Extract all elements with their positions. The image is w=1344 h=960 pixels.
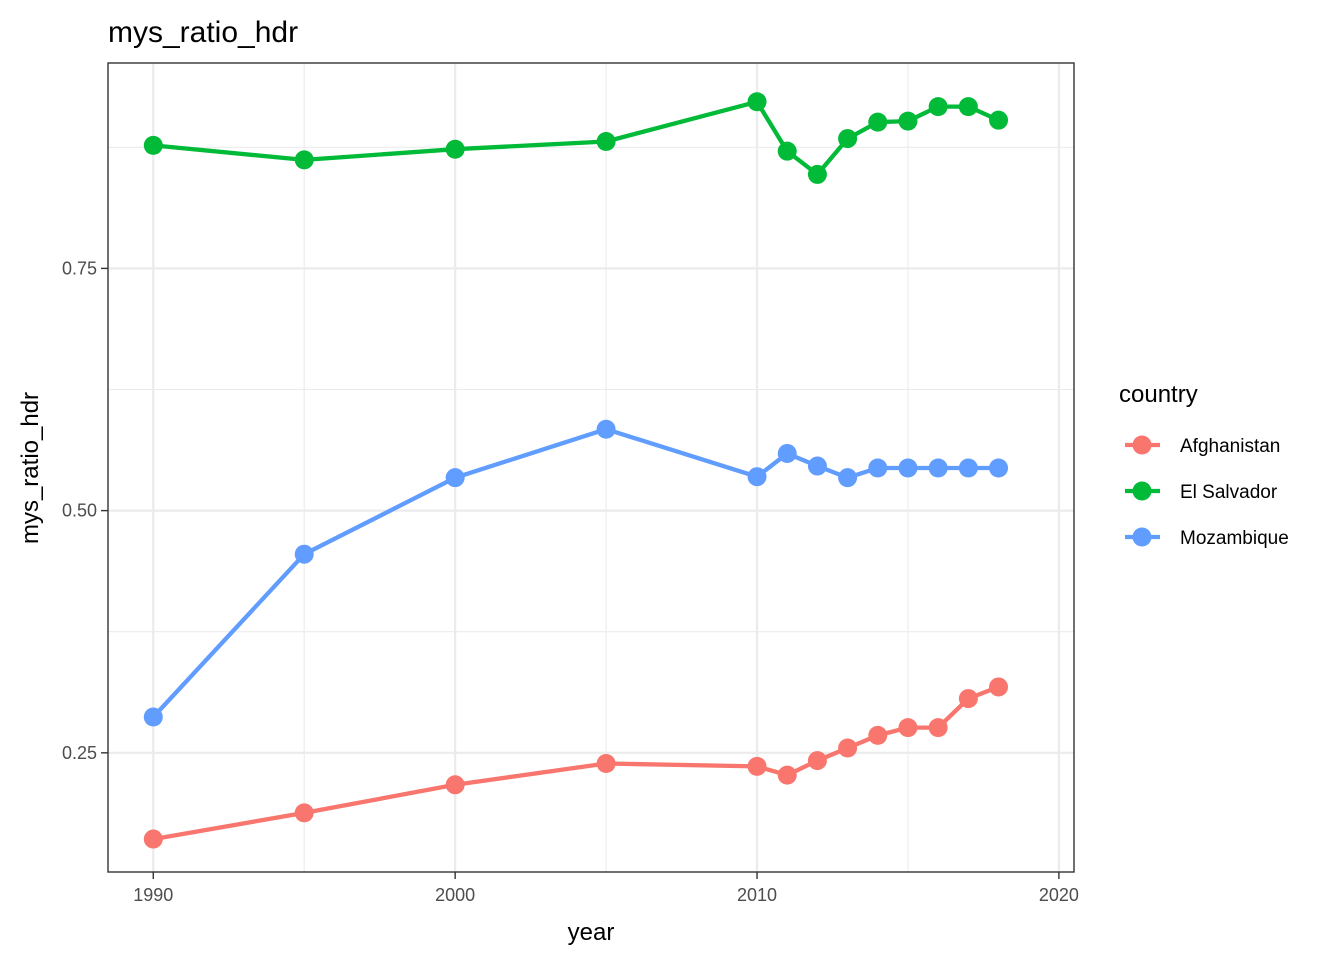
legend-label: Mozambique	[1180, 528, 1289, 549]
data-point	[747, 92, 767, 112]
data-point	[596, 419, 616, 439]
data-point	[596, 753, 616, 773]
data-point	[143, 135, 163, 155]
series-layer	[143, 92, 1009, 849]
series-line	[153, 99, 1000, 177]
x-tick-label: 1990	[133, 885, 173, 905]
legend-key-point	[1132, 527, 1152, 547]
data-point	[958, 97, 978, 117]
data-point	[747, 467, 767, 487]
data-point	[777, 141, 797, 161]
legend-item-el-salvador: El Salvador	[1125, 481, 1278, 503]
chart-title: mys_ratio_hdr	[108, 16, 298, 49]
data-point	[838, 129, 858, 149]
legend-title: country	[1119, 381, 1198, 408]
legend-label: Afghanistan	[1180, 436, 1280, 457]
legend-key-point	[1132, 435, 1152, 455]
x-tick-label: 2010	[737, 885, 777, 905]
x-axis-title: year	[568, 919, 615, 946]
legend-item-mozambique: Mozambique	[1125, 527, 1289, 549]
data-point	[898, 718, 918, 738]
data-point	[294, 544, 314, 564]
y-tick-label: 0.25	[62, 743, 97, 763]
data-point	[838, 738, 858, 758]
series-line	[152, 684, 1000, 842]
data-point	[928, 458, 948, 478]
series-afghanistan	[143, 677, 1009, 849]
data-point	[868, 725, 888, 745]
data-point	[989, 677, 1009, 697]
data-point	[445, 775, 465, 795]
data-point	[143, 707, 163, 727]
x-tick-label: 2020	[1039, 885, 1079, 905]
series-mozambique	[143, 419, 1009, 727]
data-point	[928, 718, 948, 738]
data-point	[958, 689, 978, 709]
axes: 1990 2000 2010 2020 0.25 0.50 0.75	[62, 258, 1079, 905]
legend-label: El Salvador	[1180, 482, 1278, 503]
data-point	[807, 751, 827, 771]
x-tick-label: 2000	[435, 885, 475, 905]
data-point	[807, 456, 827, 476]
legend: country Afghanistan El Salvador Mozambique	[1119, 381, 1289, 549]
y-tick-label: 0.75	[62, 258, 97, 278]
data-point	[989, 110, 1009, 130]
y-tick-label: 0.50	[62, 501, 97, 521]
data-point	[747, 756, 767, 776]
y-axis-title: mys_ratio_hdr	[17, 392, 44, 544]
data-point	[143, 829, 163, 849]
data-point	[294, 803, 314, 823]
data-point	[989, 458, 1009, 478]
data-point	[445, 139, 465, 159]
series-el-salvador	[143, 92, 1009, 184]
data-point	[807, 164, 827, 184]
data-point	[838, 468, 858, 488]
data-point	[958, 458, 978, 478]
data-point	[928, 97, 948, 117]
data-point	[294, 150, 314, 170]
data-point	[777, 765, 797, 785]
data-point	[898, 458, 918, 478]
data-point	[868, 458, 888, 478]
data-point	[868, 112, 888, 132]
data-point	[596, 131, 616, 151]
data-point	[445, 468, 465, 488]
data-point	[777, 443, 797, 463]
legend-key-point	[1132, 481, 1152, 501]
data-point	[898, 111, 918, 131]
panel-border	[107, 62, 1075, 873]
legend-item-afghanistan: Afghanistan	[1125, 435, 1280, 457]
